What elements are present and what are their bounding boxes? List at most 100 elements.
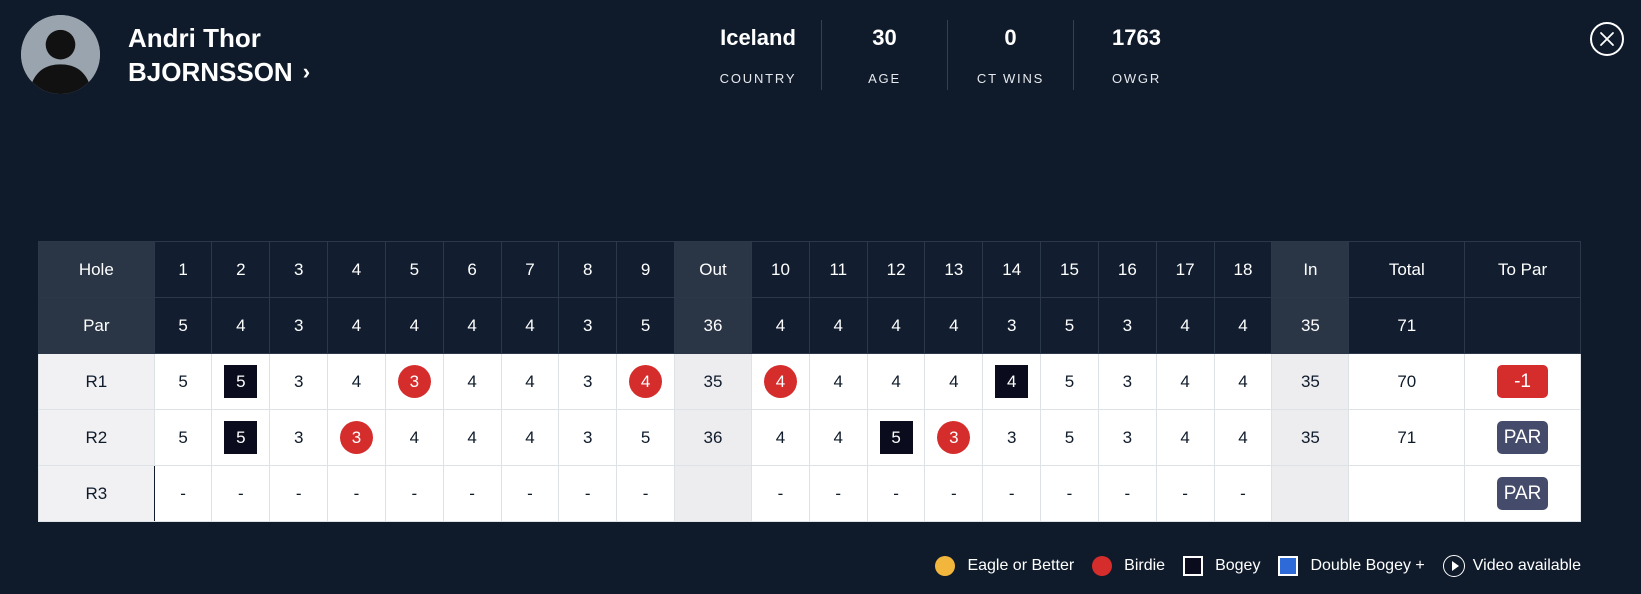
hole-score-cell: - xyxy=(1097,465,1157,522)
close-icon xyxy=(1600,32,1614,46)
hole-score-cell: 4 xyxy=(924,353,984,410)
round-row: R2 5 5 3 3 4 4 4 3 5 36 4 4 5 3 3 5 3 4 4 35 71 PAR xyxy=(38,409,1581,466)
score: 4 xyxy=(1238,428,1248,447)
par-cell: 36 xyxy=(673,297,753,354)
double-bogey-swatch-icon xyxy=(1278,556,1299,576)
legend-label: Double Bogey + xyxy=(1310,557,1425,574)
to-par-cell: -1 xyxy=(1464,353,1581,410)
birdie-swatch-icon xyxy=(1092,556,1113,576)
legend-bogey: Bogey xyxy=(1183,556,1260,576)
par-cell: 4 xyxy=(751,297,810,354)
score: 4 xyxy=(833,372,843,391)
score: - xyxy=(295,484,302,503)
hole-score-cell: - xyxy=(269,465,329,522)
stat-label: AGE xyxy=(868,71,901,86)
hole-score-cell: 4 xyxy=(751,353,810,410)
par-cell: 3 xyxy=(269,297,329,354)
par-cell: 4 xyxy=(924,297,984,354)
to-par-badge: PAR xyxy=(1497,421,1549,454)
birdie-score: 3 xyxy=(339,421,373,454)
par-cell: 4 xyxy=(500,297,560,354)
hole-score-cell: 5 xyxy=(211,409,271,466)
hole-score-cell: 5 xyxy=(1040,409,1099,466)
hole-score-cell: - xyxy=(751,465,810,522)
hole-score-cell: 4 xyxy=(808,409,868,466)
out-total-cell: 35 xyxy=(673,353,753,410)
column-header: Out xyxy=(673,241,753,298)
in-total-cell xyxy=(1271,465,1350,522)
column-header: 13 xyxy=(924,241,984,298)
hole-score-cell: 5 xyxy=(616,409,675,466)
player-first-name: Andri Thor xyxy=(128,23,261,53)
hole-score-cell: 4 xyxy=(982,353,1042,410)
par-cell: 4 xyxy=(808,297,868,354)
stat-age: 30 AGE xyxy=(821,20,947,90)
stat-label: OWGR xyxy=(1111,71,1162,86)
hole-score-cell: 4 xyxy=(1155,409,1215,466)
hole-score-cell: 4 xyxy=(1155,353,1215,410)
chevron-right-icon: › xyxy=(302,59,311,84)
total-cell: 70 xyxy=(1348,353,1466,410)
par-cell: 35 xyxy=(1271,297,1350,354)
score: - xyxy=(1182,484,1188,503)
par-cell: 3 xyxy=(982,297,1042,354)
score: 5 xyxy=(1064,372,1075,391)
player-last-name: BJORNSSON xyxy=(128,57,293,87)
column-header: 9 xyxy=(616,241,675,298)
legend-double-bogey: Double Bogey + xyxy=(1278,556,1425,576)
score: 4 xyxy=(891,372,901,391)
par-cell: 4 xyxy=(442,297,502,354)
score-legend: Eagle or Better Birdie Bogey Double Boge… xyxy=(917,555,1581,577)
in-total-cell: 35 xyxy=(1271,353,1350,410)
legend-eagle: Eagle or Better xyxy=(935,556,1074,576)
score: 4 xyxy=(467,372,477,391)
score: - xyxy=(1066,484,1073,503)
par-row: Par 5 4 3 4 4 4 4 3 5 36 4 4 4 4 3 5 3 4 4 35 71 xyxy=(38,297,1581,354)
score: - xyxy=(835,484,842,503)
column-header: To Par xyxy=(1464,241,1581,298)
hole-score-cell: 3 xyxy=(327,409,386,466)
column-header: Total xyxy=(1348,241,1466,298)
score: 4 xyxy=(833,428,843,447)
hole-score-cell: 4 xyxy=(327,353,386,410)
column-header: 1 xyxy=(153,241,213,298)
legend-label: Eagle or Better xyxy=(967,557,1075,574)
par-cell: 4 xyxy=(1213,297,1273,354)
hole-score-cell: 4 xyxy=(500,353,560,410)
column-header: 6 xyxy=(442,241,502,298)
score: 3 xyxy=(1122,372,1133,391)
close-button[interactable] xyxy=(1590,22,1624,56)
column-header: 14 xyxy=(982,241,1042,298)
hole-score-cell: - xyxy=(1040,465,1099,522)
score: 3 xyxy=(1006,428,1017,447)
score: 4 xyxy=(467,428,477,447)
player-name-link[interactable]: Andri Thor BJORNSSON › xyxy=(128,22,310,89)
hole-score-cell: - xyxy=(327,465,386,522)
score: 4 xyxy=(949,372,959,391)
hole-score-cell: 4 xyxy=(442,353,502,410)
score: - xyxy=(642,484,649,503)
hole-header-row: Hole 1 2 3 4 5 6 7 8 9 Out 10 11 12 13 14 15 16 17 18 In Tota… xyxy=(38,241,1581,298)
par-cell: 5 xyxy=(1040,297,1099,354)
legend-label: Birdie xyxy=(1124,557,1166,574)
hole-score-cell: 5 xyxy=(866,409,926,466)
to-par-badge: -1 xyxy=(1497,365,1549,398)
hole-score-cell: 4 xyxy=(751,409,810,466)
column-header: 3 xyxy=(269,241,329,298)
column-header: Hole xyxy=(38,241,155,298)
stat-ct-wins: 0 CT WINS xyxy=(947,20,1073,90)
legend-label: Bogey xyxy=(1215,557,1261,574)
score: 3 xyxy=(293,428,304,447)
hole-score-cell: - xyxy=(442,465,502,522)
hole-score-cell: 5 xyxy=(211,353,271,410)
eagle-swatch-icon xyxy=(935,556,956,576)
column-header: 2 xyxy=(211,241,271,298)
par-cell: 4 xyxy=(1155,297,1215,354)
column-header: 4 xyxy=(327,241,386,298)
hole-score-cell: - xyxy=(924,465,984,522)
column-header: In xyxy=(1271,241,1350,298)
birdie-score: 4 xyxy=(763,365,797,398)
hole-score-cell: 4 xyxy=(1213,353,1273,410)
hole-score-cell: - xyxy=(1213,465,1273,522)
hole-score-cell: 3 xyxy=(558,409,618,466)
